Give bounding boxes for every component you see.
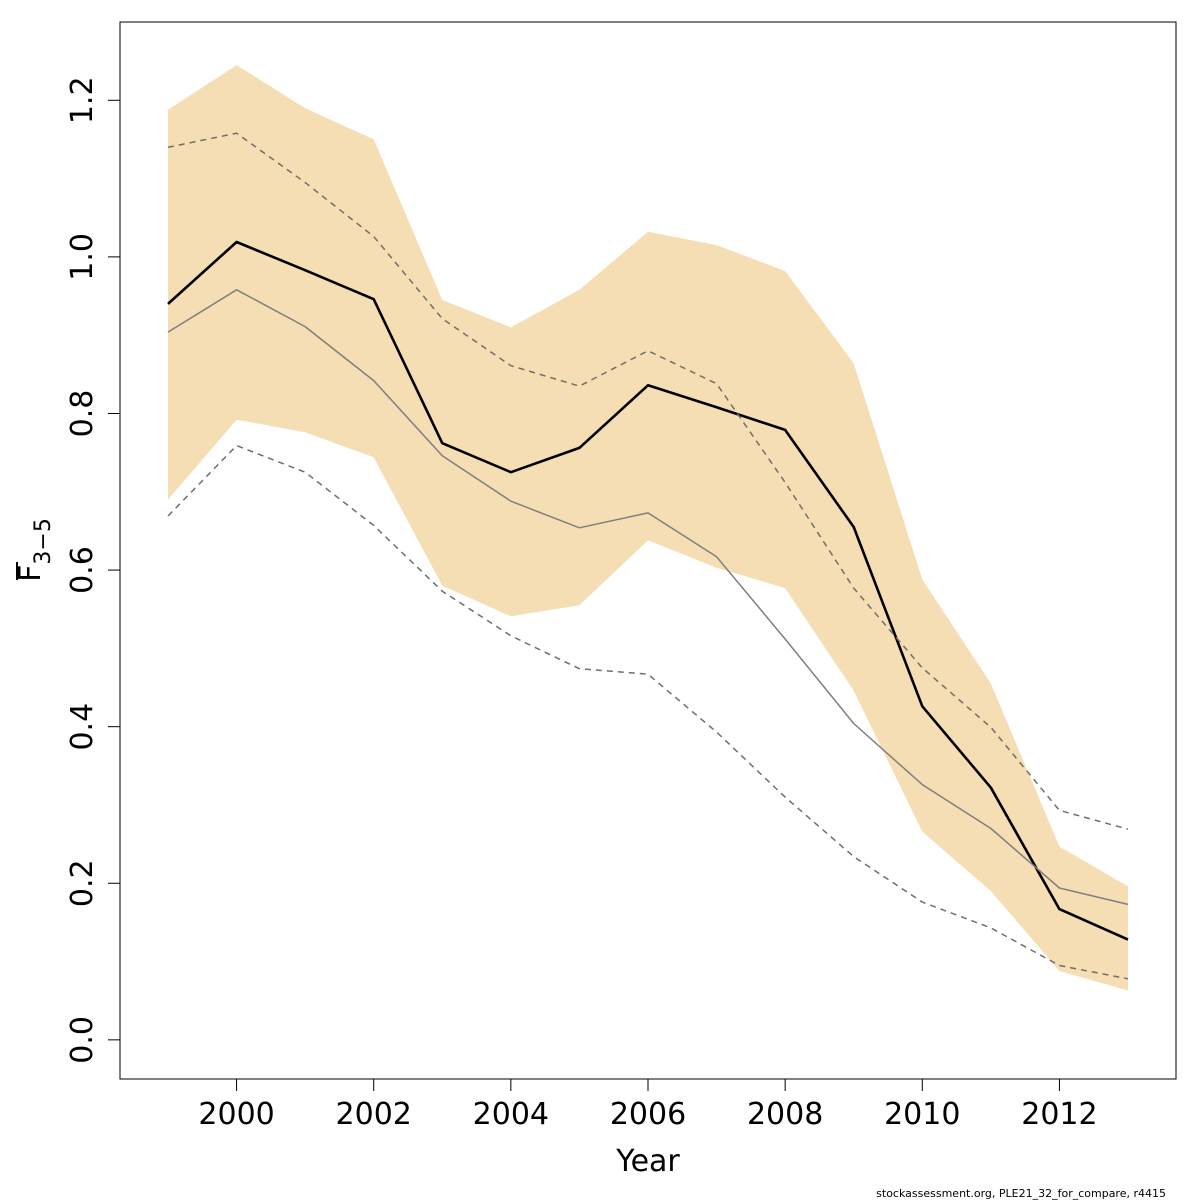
y-tick-label: 0.0 <box>65 1016 100 1064</box>
y-tick-label: 0.4 <box>65 703 100 751</box>
series-line-solid-thick <box>167 240 1129 941</box>
y-tick-label: 0.2 <box>65 859 100 907</box>
x-tick-label: 2006 <box>610 1097 686 1132</box>
x-tick-label: 2002 <box>336 1097 412 1132</box>
y-tick-label: 0.8 <box>65 390 100 438</box>
x-axis-title: Year <box>615 1144 680 1179</box>
x-tick-label: 2008 <box>747 1097 823 1132</box>
svg-text:F3−5: F3−5 <box>13 518 56 582</box>
series-line-solid-thin <box>167 289 1129 906</box>
y-axis-title-subscript: 3−5 <box>31 518 56 564</box>
x-tick-label: 2000 <box>198 1097 274 1132</box>
footer-credit: stockassessment.org, PLE21_32_for_compar… <box>876 1187 1166 1200</box>
series-line-dashed-upper <box>167 132 1129 830</box>
series-line-dashed-lower <box>167 444 1129 980</box>
y-tick-label: 1.0 <box>65 233 100 281</box>
y-axis-title: F3−5 <box>13 518 56 582</box>
confidence-band <box>168 65 1128 991</box>
y-axis-title-main: F <box>13 565 48 582</box>
series-layer <box>167 132 1129 980</box>
y-tick-label: 1.2 <box>65 76 100 124</box>
y-axis: 0.0 0.2 0.4 0.6 0.8 1.0 1.2 <box>65 76 121 1064</box>
x-tick-label: 2004 <box>473 1097 549 1132</box>
x-axis: 2000 2002 2004 2006 2008 2010 2012 <box>198 1078 1098 1132</box>
confidence-band-layer <box>168 65 1128 991</box>
x-tick-label: 2010 <box>884 1097 960 1132</box>
y-tick-label: 0.6 <box>65 546 100 594</box>
x-tick-label: 2012 <box>1021 1097 1097 1132</box>
